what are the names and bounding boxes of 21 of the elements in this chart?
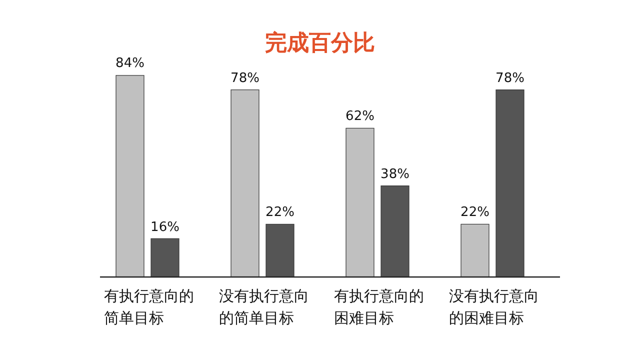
data-label: 22% [460,205,490,220]
bar [496,90,524,278]
bar [266,224,294,278]
x-tick-label: 没有执行意向的简单目标 [219,286,310,329]
data-label: 78% [230,70,260,86]
data-label: 38% [380,166,410,182]
x-tick-label: 有执行意向的简单目标 [104,286,195,329]
x-tick-label: 没有执行意向的困难目标 [449,286,540,329]
bar [346,128,374,278]
bar [230,90,260,278]
bar [116,75,144,278]
x-tick-label: 有执行意向的困难目标 [334,286,425,329]
data-label: 16% [150,220,180,235]
data-label: 62% [344,109,376,124]
data-label: 84% [114,56,146,72]
bar [380,186,410,278]
bar [150,238,180,278]
bar [460,224,490,278]
data-label: 22% [264,205,296,220]
chart-title: 完成百分比 [264,30,376,58]
data-label: 78% [494,70,526,86]
